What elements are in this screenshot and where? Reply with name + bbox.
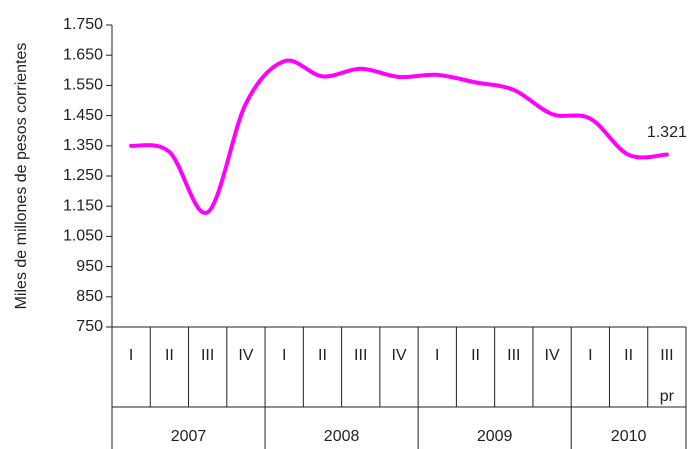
- y-tick-label: 950: [76, 258, 103, 275]
- y-tick-label: 1.750: [63, 16, 103, 33]
- x-tick-label: IV: [238, 347, 253, 364]
- year-label: 2010: [611, 428, 647, 445]
- year-label: 2009: [477, 428, 513, 445]
- year-label: 2008: [324, 428, 360, 445]
- x-tick-label: I: [435, 347, 439, 364]
- year-label: 2007: [171, 428, 207, 445]
- y-tick-label: 750: [76, 318, 103, 335]
- y-tick-label: 1.450: [63, 107, 103, 124]
- y-tick-label: 1.050: [63, 228, 103, 245]
- y-tick-label: 1.350: [63, 137, 103, 154]
- x-tick-label: II: [624, 347, 633, 364]
- x-tick-label: III: [507, 347, 520, 364]
- x-tick-label: I: [282, 347, 286, 364]
- x-tick-label: III: [354, 347, 367, 364]
- y-axis-title: Miles de millones de pesos corrientes: [13, 43, 30, 310]
- x-tick-label: III: [660, 347, 673, 364]
- data-line: [129, 58, 669, 215]
- data-label: 1.321: [647, 124, 687, 141]
- x-tick-label: I: [129, 347, 133, 364]
- category-note: pr: [660, 388, 675, 405]
- x-tick-label: II: [165, 347, 174, 364]
- y-tick-label: 850: [76, 288, 103, 305]
- x-tick-label: IV: [391, 347, 406, 364]
- x-tick-label: III: [201, 347, 214, 364]
- y-tick-label: 1.650: [63, 46, 103, 63]
- y-tick-label: 1.150: [63, 197, 103, 214]
- x-tick-label: I: [588, 347, 592, 364]
- x-tick-label: IV: [545, 347, 560, 364]
- y-tick-label: 1.550: [63, 77, 103, 94]
- x-tick-label: II: [471, 347, 480, 364]
- x-tick-label: II: [318, 347, 327, 364]
- y-tick-label: 1.250: [63, 167, 103, 184]
